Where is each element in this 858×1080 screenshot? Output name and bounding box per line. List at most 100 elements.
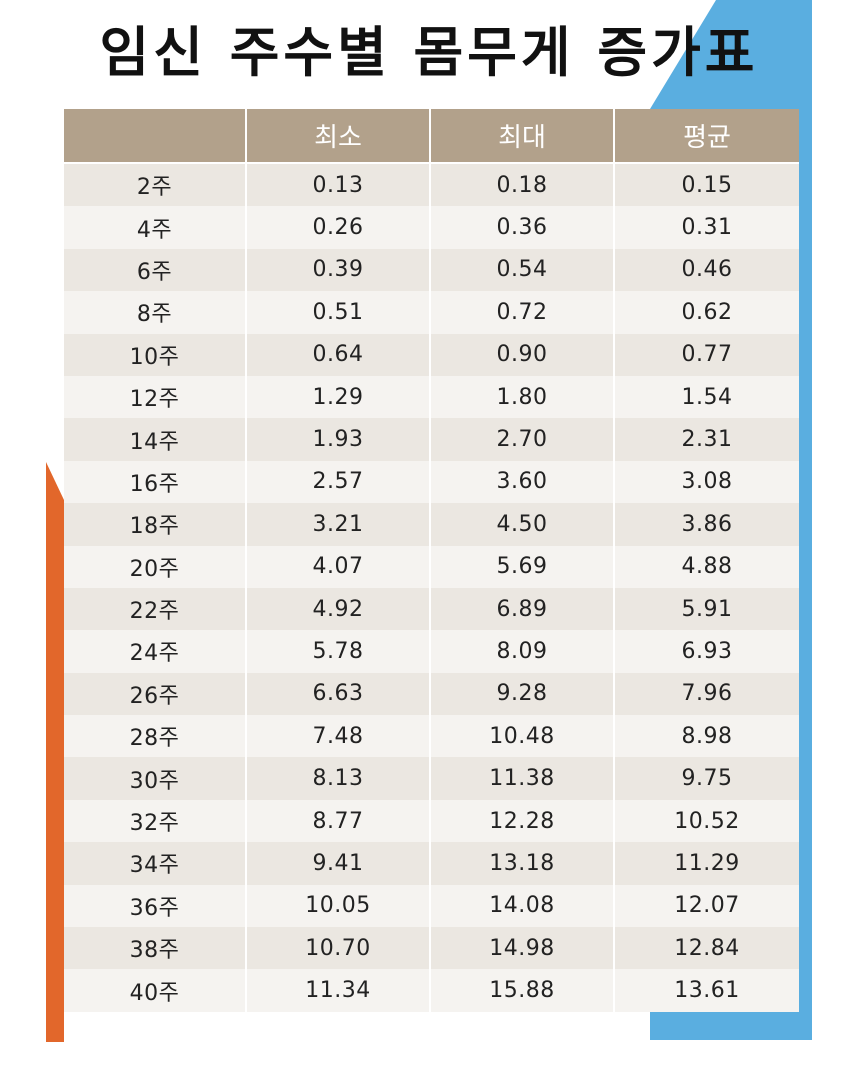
max-cell: 0.72 — [430, 291, 615, 334]
max-cell: 14.98 — [430, 927, 615, 970]
header-week — [64, 109, 247, 164]
max-cell: 0.90 — [430, 333, 615, 376]
min-cell: 7.48 — [246, 715, 431, 758]
header-avg: 평균 — [614, 109, 799, 164]
max-cell: 1.80 — [430, 375, 615, 419]
header-min: 최소 — [246, 109, 431, 164]
min-cell: 0.26 — [246, 206, 431, 249]
max-cell: 13.18 — [430, 842, 615, 885]
avg-cell: 0.31 — [614, 206, 799, 249]
table-row: 38주 10.70 14.98 12.84 — [64, 927, 799, 970]
max-cell: 0.18 — [430, 163, 615, 207]
table-row: 20주 4.07 5.69 4.88 — [64, 545, 799, 588]
max-cell: 2.70 — [430, 418, 615, 461]
week-cell: 10주 — [64, 333, 247, 376]
max-cell: 12.28 — [430, 799, 615, 843]
avg-cell: 0.46 — [614, 248, 799, 292]
min-cell: 2.57 — [246, 460, 431, 504]
week-cell: 34주 — [64, 842, 247, 885]
avg-cell: 11.29 — [614, 842, 799, 885]
week-cell: 24주 — [64, 630, 247, 673]
max-cell: 11.38 — [430, 757, 615, 800]
table-row: 16주 2.57 3.60 3.08 — [64, 460, 799, 504]
min-cell: 4.92 — [246, 587, 431, 631]
avg-cell: 7.96 — [614, 672, 799, 716]
header-max: 최대 — [430, 109, 615, 164]
table-row: 14주 1.93 2.70 2.31 — [64, 418, 799, 461]
avg-cell: 10.52 — [614, 799, 799, 843]
max-cell: 0.54 — [430, 248, 615, 292]
week-cell: 14주 — [64, 418, 247, 461]
min-cell: 11.34 — [246, 969, 431, 1012]
min-cell: 0.64 — [246, 333, 431, 376]
week-cell: 38주 — [64, 927, 247, 970]
table-row: 18주 3.21 4.50 3.86 — [64, 503, 799, 546]
avg-cell: 4.88 — [614, 545, 799, 588]
avg-cell: 9.75 — [614, 757, 799, 800]
table-row: 32주 8.77 12.28 10.52 — [64, 799, 799, 843]
min-cell: 0.39 — [246, 248, 431, 292]
table-row: 34주 9.41 13.18 11.29 — [64, 842, 799, 885]
table-row: 40주 11.34 15.88 13.61 — [64, 969, 799, 1012]
min-cell: 1.29 — [246, 375, 431, 419]
table-row: 2주 0.13 0.18 0.15 — [64, 163, 799, 207]
week-cell: 20주 — [64, 545, 247, 588]
table-row: 6주 0.39 0.54 0.46 — [64, 248, 799, 292]
min-cell: 5.78 — [246, 630, 431, 673]
week-cell: 12주 — [64, 375, 247, 419]
max-cell: 10.48 — [430, 715, 615, 758]
table-row: 30주 8.13 11.38 9.75 — [64, 757, 799, 800]
weight-gain-table: 최소 최대 평균 2주 0.13 0.18 0.15 4주 0.26 0.36 0.31 6주 0… — [64, 109, 799, 1012]
page-title: 임신 주수별 몸무게 증가표 — [99, 21, 759, 84]
avg-cell: 12.84 — [614, 927, 799, 970]
avg-cell: 8.98 — [614, 715, 799, 758]
max-cell: 6.89 — [430, 587, 615, 631]
week-cell: 4주 — [64, 206, 247, 249]
min-cell: 6.63 — [246, 672, 431, 716]
avg-cell: 6.93 — [614, 630, 799, 673]
avg-cell: 2.31 — [614, 418, 799, 461]
avg-cell: 3.86 — [614, 503, 799, 546]
max-cell: 0.36 — [430, 206, 615, 249]
table-row: 24주 5.78 8.09 6.93 — [64, 630, 799, 673]
week-cell: 40주 — [64, 969, 247, 1012]
max-cell: 8.09 — [430, 630, 615, 673]
avg-cell: 0.77 — [614, 333, 799, 376]
min-cell: 0.13 — [246, 163, 431, 207]
table-row: 22주 4.92 6.89 5.91 — [64, 587, 799, 631]
avg-cell: 12.07 — [614, 884, 799, 928]
table-row: 36주 10.05 14.08 12.07 — [64, 884, 799, 928]
week-cell: 18주 — [64, 503, 247, 546]
table-row: 28주 7.48 10.48 8.98 — [64, 715, 799, 758]
max-cell: 14.08 — [430, 884, 615, 928]
week-cell: 36주 — [64, 884, 247, 928]
max-cell: 4.50 — [430, 503, 615, 546]
min-cell: 9.41 — [246, 842, 431, 885]
table-row: 12주 1.29 1.80 1.54 — [64, 375, 799, 419]
week-cell: 16주 — [64, 460, 247, 504]
avg-cell: 5.91 — [614, 587, 799, 631]
week-cell: 22주 — [64, 587, 247, 631]
min-cell: 8.13 — [246, 757, 431, 800]
table-row: 8주 0.51 0.72 0.62 — [64, 291, 799, 334]
avg-cell: 0.62 — [614, 291, 799, 334]
table-header-row: 최소 최대 평균 — [64, 109, 799, 164]
week-cell: 30주 — [64, 757, 247, 800]
table-row: 10주 0.64 0.90 0.77 — [64, 333, 799, 376]
week-cell: 26주 — [64, 672, 247, 716]
min-cell: 10.70 — [246, 927, 431, 970]
week-cell: 6주 — [64, 248, 247, 292]
max-cell: 15.88 — [430, 969, 615, 1012]
min-cell: 0.51 — [246, 291, 431, 334]
avg-cell: 1.54 — [614, 375, 799, 419]
week-cell: 8주 — [64, 291, 247, 334]
orange-side-strip — [46, 462, 64, 1042]
min-cell: 3.21 — [246, 503, 431, 546]
max-cell: 3.60 — [430, 460, 615, 504]
max-cell: 5.69 — [430, 545, 615, 588]
table-body: 2주 0.13 0.18 0.15 4주 0.26 0.36 0.31 6주 0.39 0.54 0.… — [64, 163, 799, 1012]
min-cell: 10.05 — [246, 884, 431, 928]
avg-cell: 13.61 — [614, 969, 799, 1012]
table-row: 26주 6.63 9.28 7.96 — [64, 672, 799, 716]
